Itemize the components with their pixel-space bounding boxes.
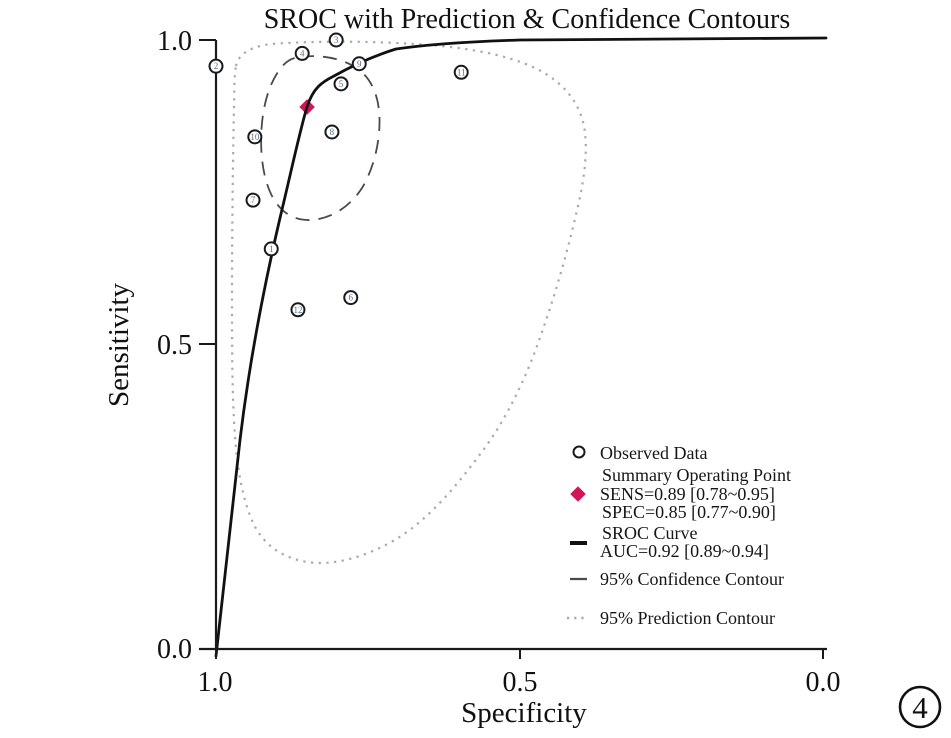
y-tick-label-1.0: 1.0 [157, 26, 192, 57]
legend-summary-marker-icon [570, 486, 586, 502]
figure-number-circle [898, 685, 942, 729]
svg-text:6: 6 [349, 293, 354, 303]
svg-text:8: 8 [330, 127, 335, 137]
legend-observed-marker-icon [572, 445, 586, 459]
svg-text:11: 11 [457, 67, 466, 77]
y-tick-label-0.5: 0.5 [157, 330, 192, 361]
data-point-1: 1 [263, 241, 279, 257]
y-tick-label-0.0: 0.0 [157, 634, 192, 665]
figure-number-badge: 4 [898, 685, 942, 729]
confidence-contour [260, 55, 381, 221]
legend-summary-title: Summary Operating Point [602, 465, 791, 485]
figure-number-text: 4 [912, 690, 928, 725]
x-tick-label-1.0: 1.0 [198, 667, 233, 698]
data-point-6: 6 [343, 290, 359, 306]
data-point-4: 4 [294, 45, 310, 61]
legend-spec-value: SPEC=0.85 [0.77~0.90] [602, 502, 776, 522]
svg-text:5: 5 [339, 79, 344, 89]
prediction-contour [230, 40, 587, 565]
data-point-7: 7 [245, 192, 261, 208]
svg-text:9: 9 [357, 59, 362, 69]
svg-text:2: 2 [214, 61, 219, 71]
legend-sens-value: SENS=0.89 [0.78~0.95] [600, 484, 775, 504]
svg-text:3: 3 [334, 35, 339, 45]
data-point-8: 8 [324, 124, 340, 140]
chart-title: SROC with Prediction & Confidence Contou… [264, 4, 791, 35]
legend-auc-value: AUC=0.92 [0.89~0.94] [600, 541, 769, 561]
svg-text:7: 7 [251, 195, 256, 205]
svg-text:4: 4 [300, 48, 305, 58]
x-tick-label-0.0: 0.0 [806, 667, 841, 698]
y-axis-title: Sensitivity [103, 282, 135, 407]
data-point-12: 12 [290, 302, 306, 318]
svg-text:1: 1 [269, 244, 274, 254]
legend: Observed Data Summary Operating Point SE… [567, 443, 791, 628]
data-point-3: 3 [328, 32, 344, 48]
data-point-10: 10 [247, 129, 263, 145]
x-axis-title: Specificity [461, 697, 587, 729]
legend-observed-label: Observed Data [600, 443, 707, 463]
legend-prediction-label: 95% Prediction Contour [600, 608, 775, 628]
data-point-5: 5 [333, 76, 349, 92]
axes [199, 39, 827, 659]
svg-text:12: 12 [293, 305, 302, 315]
legend-sroc-title: SROC Curve [602, 523, 698, 543]
data-point-9: 9 [351, 56, 367, 72]
sroc-curve [214, 36, 828, 658]
x-tick-label-0.5: 0.5 [503, 667, 538, 698]
data-point-11: 11 [453, 64, 469, 80]
legend-confidence-label: 95% Confidence Contour [600, 569, 784, 589]
svg-text:10: 10 [250, 132, 260, 142]
data-point-2: 2 [208, 58, 224, 74]
